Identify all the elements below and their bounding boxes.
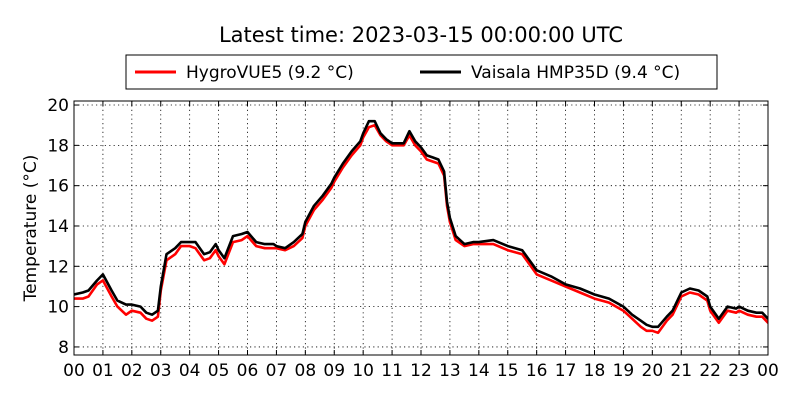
x-tick-label: 07 [266,361,288,381]
x-tick-label: 06 [237,361,259,381]
y-tick-label: 18 [47,136,69,156]
x-tick-label: 00 [63,361,85,381]
x-tick-label: 09 [323,361,345,381]
legend: HygroVUE5 (9.2 °C) Vaisala HMP35D (9.4 °… [125,54,718,90]
y-tick-label: 20 [47,96,69,116]
x-tick-label: 10 [352,361,374,381]
tick-labels: 00 01 02 03 04 05 06 07 08 09 10 11 12 13 14 15 16 17 18 19… [47,96,778,381]
series-line-vaisala [74,119,768,329]
x-tick-label: 03 [150,361,172,381]
grid [73,101,769,355]
x-tick-label: 15 [497,361,519,381]
series-line-hygrovue5 [74,123,768,335]
x-tick-label: 17 [555,361,577,381]
plot-frame [73,100,769,356]
x-tick-label: 11 [381,361,403,381]
x-tick-label: 05 [208,361,230,381]
chart-title: Latest time: 2023-03-15 00:00:00 UTC [219,23,623,47]
x-tick-label: 01 [92,361,114,381]
x-tick-label: 16 [526,361,548,381]
y-tick-label: 8 [58,338,69,358]
x-tick-label: 19 [613,361,635,381]
y-tick-label: 16 [47,177,69,197]
x-tick-label: 21 [670,361,692,381]
x-tick-label: 13 [439,361,461,381]
x-tick-label: 02 [121,361,143,381]
y-tick-label: 12 [47,257,69,277]
x-tick-label: 14 [468,361,490,381]
x-tick-label: 20 [642,361,664,381]
ticks [73,101,769,355]
x-tick-label: 04 [179,361,201,381]
x-tick-label: 23 [728,361,750,381]
y-axis-label: Temperature (°C) [21,155,41,303]
x-tick-label: 12 [410,361,432,381]
y-tick-label: 10 [47,298,69,318]
x-tick-label: 00 [757,361,779,381]
legend-label-vaisala: Vaisala HMP35D (9.4 °C) [471,63,680,83]
legend-label-hygrovue5: HygroVUE5 (9.2 °C) [186,63,354,83]
y-tick-label: 14 [47,217,69,237]
x-tick-label: 22 [699,361,721,381]
series [74,119,768,335]
x-tick-label: 08 [295,361,317,381]
x-tick-label: 18 [584,361,606,381]
